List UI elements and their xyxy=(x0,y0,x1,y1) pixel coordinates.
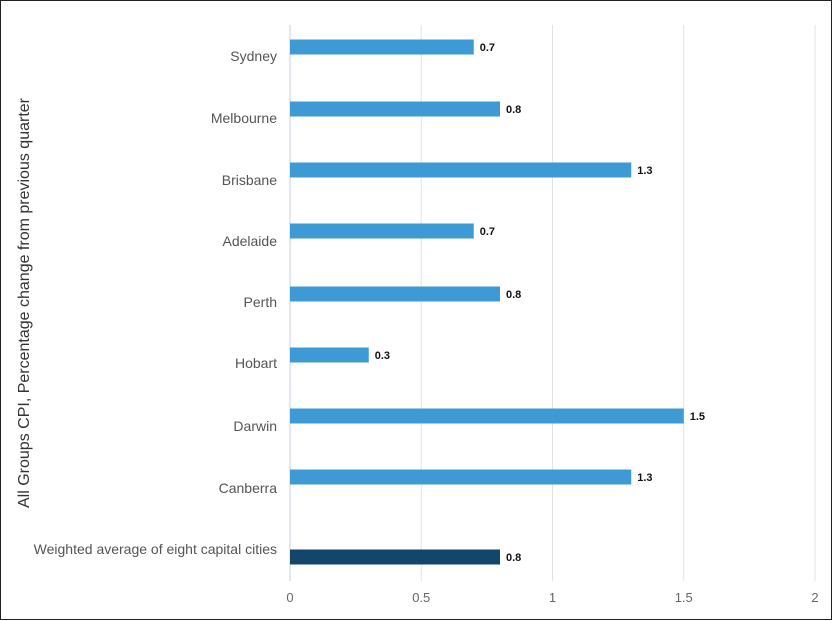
category-label: Darwin xyxy=(233,418,277,434)
bar xyxy=(290,347,369,363)
data-label: 0.8 xyxy=(506,289,521,301)
category-label: Perth xyxy=(244,294,277,310)
data-label: 1.3 xyxy=(637,165,652,177)
category-label: Weighted average of eight capital cities xyxy=(34,541,277,557)
y-axis-title: All Groups CPI, Percentage change from p… xyxy=(16,97,33,508)
category-label: Brisbane xyxy=(222,172,277,188)
bar xyxy=(290,39,474,55)
data-label: 0.7 xyxy=(480,226,495,238)
x-tick-label: 0.5 xyxy=(412,590,430,605)
bar xyxy=(290,162,632,178)
data-label: 0.8 xyxy=(506,104,521,116)
category-label: Hobart xyxy=(235,355,277,371)
bar xyxy=(290,223,474,239)
bar xyxy=(290,101,500,117)
data-label: 1.3 xyxy=(637,472,652,484)
data-label: 0.3 xyxy=(375,350,390,362)
ticks-layer: 0 0.5 1 1.5 2 xyxy=(286,590,818,605)
bar xyxy=(290,286,500,302)
data-label: 0.7 xyxy=(480,42,495,54)
category-label: Sydney xyxy=(230,48,277,64)
x-tick-label: 2 xyxy=(811,590,818,605)
x-tick-label: 0 xyxy=(286,590,293,605)
category-label: Melbourne xyxy=(211,110,277,126)
bar xyxy=(290,549,500,565)
x-tick-label: 1.5 xyxy=(675,590,693,605)
bars-layer xyxy=(290,39,684,565)
x-tick-label: 1 xyxy=(549,590,556,605)
labels-layer: 0.7 Sydney 0.8 Melbourne 1.3 Brisbane 0.7 Adela… xyxy=(34,42,705,564)
category-label: Adelaide xyxy=(223,233,278,249)
data-label: 1.5 xyxy=(690,411,705,423)
grid-layer xyxy=(420,25,816,581)
bar xyxy=(290,408,684,424)
category-label: Canberra xyxy=(219,480,278,496)
bar xyxy=(290,469,632,485)
data-label: 0.8 xyxy=(506,552,521,564)
